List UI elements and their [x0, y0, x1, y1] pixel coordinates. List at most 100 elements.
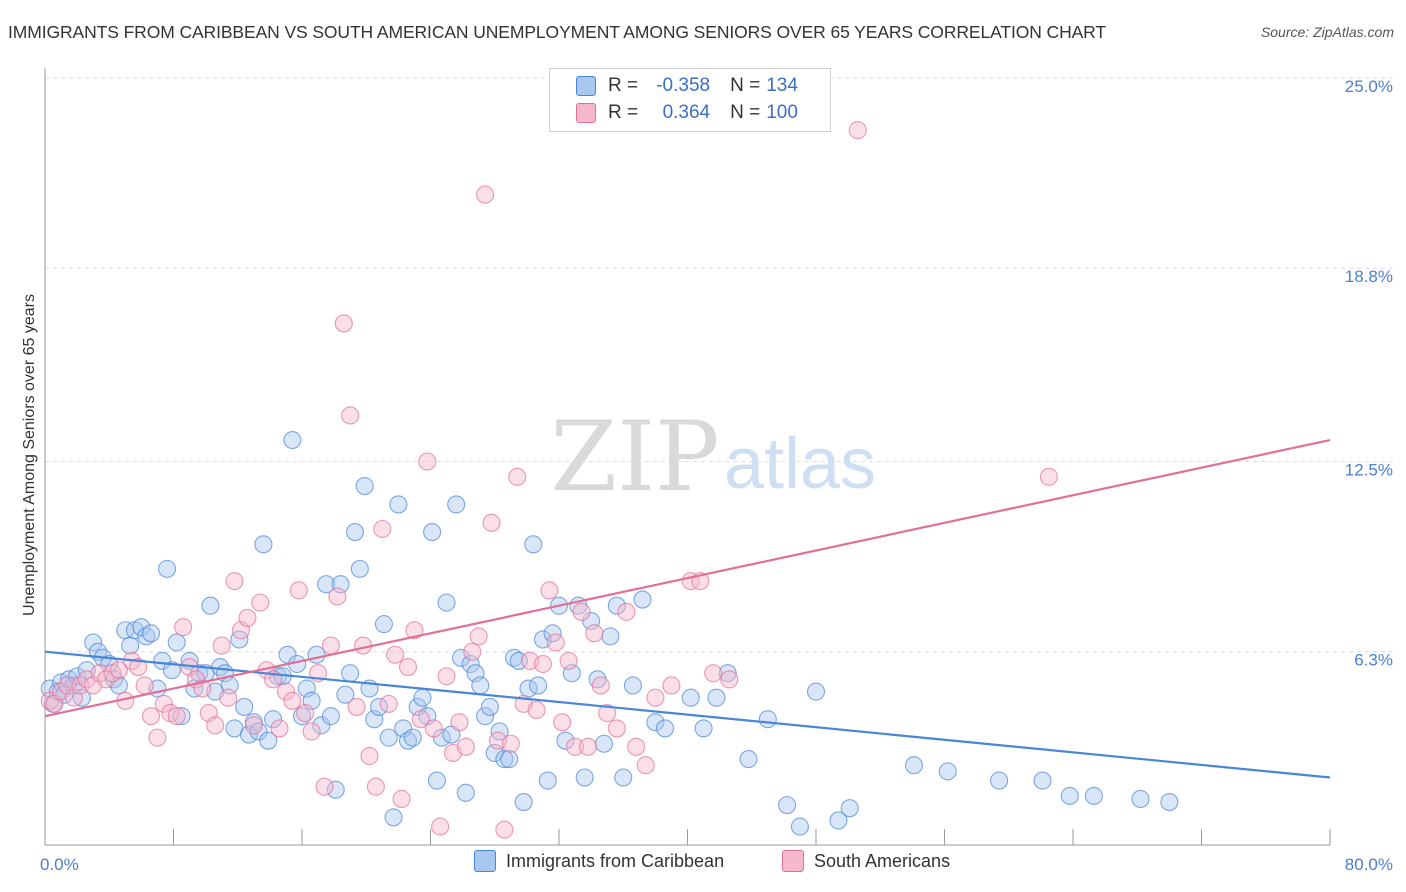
point-caribbean-130: [904, 756, 924, 775]
point-caribbean-129: [840, 799, 859, 818]
point-south-american-17: [148, 728, 167, 747]
point-south-american-96: [704, 664, 723, 683]
point-south-american-38: [283, 691, 302, 710]
point-south-american-89: [617, 602, 636, 621]
point-caribbean-133: [1033, 771, 1052, 790]
point-south-american-85: [585, 624, 604, 643]
point-caribbean-89: [476, 707, 495, 726]
trend-lines: [44, 438, 1331, 779]
point-caribbean-112: [601, 627, 620, 646]
y-tick-label-1: 12.5%: [1345, 461, 1393, 480]
point-caribbean-90: [480, 697, 499, 716]
point-south-american-92: [646, 688, 665, 707]
point-caribbean-67: [370, 697, 389, 716]
point-caribbean-23: [153, 651, 172, 670]
point-south-american-15: [135, 676, 154, 695]
point-south-american-31: [238, 608, 257, 628]
point-caribbean-74: [403, 728, 422, 747]
point-caribbean-92: [490, 722, 509, 741]
point-caribbean-79: [427, 771, 446, 790]
point-south-american-29: [225, 572, 244, 591]
point-caribbean-121: [707, 688, 726, 707]
point-south-american-67: [469, 627, 488, 646]
point-south-american-50: [360, 746, 379, 766]
point-caribbean-57: [321, 707, 340, 726]
point-south-american-78: [540, 581, 559, 600]
point-south-american-59: [418, 452, 437, 471]
legend-r-value-south-americans: 0.364: [662, 102, 711, 123]
point-south-american-37: [276, 682, 295, 701]
point-caribbean-45: [264, 710, 283, 729]
point-south-american-58: [411, 710, 430, 729]
point-caribbean-56: [317, 575, 336, 594]
point-caribbean-116: [633, 590, 652, 609]
point-caribbean-84: [451, 648, 471, 667]
point-south-american-87: [598, 704, 617, 723]
point-south-american-65: [456, 737, 475, 756]
point-caribbean-44: [259, 731, 278, 750]
chart-title: IMMIGRANTS FROM CARIBBEAN VS SOUTH AMERI…: [8, 22, 1106, 42]
point-south-american-44: [321, 636, 340, 655]
point-caribbean-126: [790, 817, 809, 836]
legend-row-south-americans: R = 0.364 N = 100: [576, 100, 798, 126]
point-south-american-20: [167, 707, 186, 726]
y-axis-label: Unemployment Among Seniors over 65 years: [21, 294, 38, 616]
point-south-american-72: [501, 734, 520, 753]
point-caribbean-68: [374, 615, 393, 634]
x-tick-label-0: 0.0%: [40, 855, 79, 874]
legend-row-caribbean: R = -0.358 N = 134: [576, 73, 798, 99]
point-caribbean-26: [167, 633, 186, 652]
point-caribbean-136: [1131, 789, 1150, 809]
point-south-american-68: [476, 185, 495, 204]
point-caribbean-24: [158, 559, 177, 578]
point-caribbean-127: [806, 682, 826, 701]
point-south-american-54: [386, 645, 405, 664]
point-caribbean-135: [1084, 786, 1103, 805]
trend-line-south-americans: [44, 438, 1331, 718]
point-south-american-79: [546, 633, 565, 652]
point-caribbean-17: [121, 636, 140, 655]
point-south-american-36: [270, 719, 289, 738]
point-caribbean-71: [389, 495, 408, 514]
tick-labels: 6.3% 12.5% 18.8% 25.0% 0.0% 80.0%: [40, 77, 1393, 874]
point-south-american-56: [398, 658, 418, 677]
point-south-american-27: [212, 636, 231, 655]
point-south-american-73: [508, 467, 527, 486]
point-caribbean-43: [254, 535, 273, 554]
point-south-american-86: [591, 676, 610, 695]
point-south-american-98: [1039, 467, 1058, 486]
point-south-american-41: [302, 722, 321, 741]
point-south-american-51: [366, 777, 385, 796]
point-south-american-76: [527, 700, 546, 720]
point-south-american-16: [141, 707, 161, 726]
point-south-american-97: [720, 670, 739, 689]
point-caribbean-73: [398, 731, 418, 750]
point-caribbean-137: [1160, 792, 1179, 812]
point-caribbean-118: [655, 719, 675, 738]
point-caribbean-70: [384, 808, 403, 827]
gridlines: [45, 77, 1395, 653]
point-caribbean-51: [292, 707, 312, 726]
bottom-legend-swatch-south-americans: [782, 850, 804, 872]
point-south-american-80: [553, 713, 572, 732]
point-caribbean-111: [594, 734, 614, 753]
point-caribbean-123: [739, 750, 758, 769]
point-caribbean-124: [758, 710, 777, 729]
point-south-american-52: [373, 519, 392, 539]
point-caribbean-49: [283, 430, 302, 450]
x-tick-label-1: 80.0%: [1345, 855, 1393, 874]
point-south-american-61: [431, 817, 450, 836]
watermark-atlas: atlas: [724, 424, 876, 504]
point-south-american-48: [347, 697, 366, 716]
y-tick-label-3: 25.0%: [1345, 77, 1393, 96]
point-caribbean-81: [437, 593, 456, 612]
legend-n-value-south-americans: 100: [766, 102, 798, 123]
point-south-american-88: [607, 719, 626, 738]
point-south-american-39: [289, 581, 308, 600]
point-caribbean-100: [529, 676, 548, 695]
point-caribbean-61: [341, 664, 360, 683]
series-south-americans: [40, 121, 1058, 839]
point-south-american-91: [636, 756, 655, 775]
point-caribbean-134: [1060, 786, 1079, 805]
